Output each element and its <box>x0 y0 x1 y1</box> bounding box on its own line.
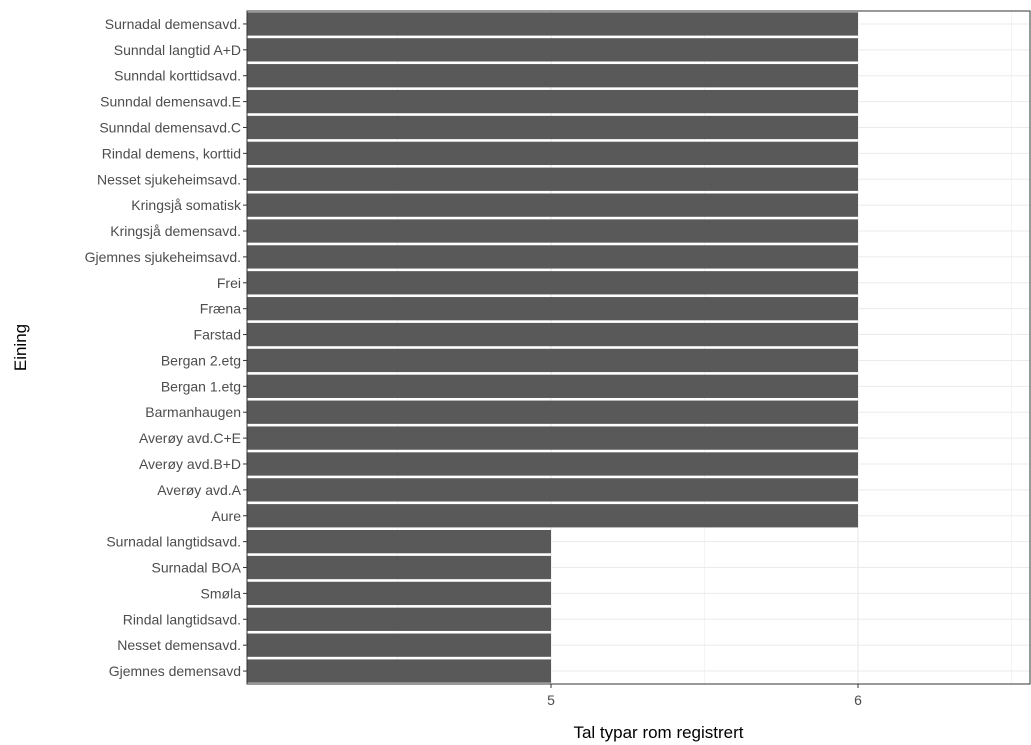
bar <box>247 426 858 450</box>
bar <box>247 219 858 243</box>
y-tick-label: Barmanhaugen <box>145 404 241 420</box>
bar <box>247 271 858 295</box>
y-axis-title: Eining <box>11 324 30 371</box>
y-tick-label: Nesset demensavd. <box>117 637 241 653</box>
bar <box>247 555 551 580</box>
y-tick-label: Rindal demens, korttid <box>102 145 241 161</box>
y-tick-label: Averøy avd.C+E <box>139 430 241 446</box>
y-tick-label: Sunndal langtid A+D <box>114 42 241 58</box>
bar <box>247 581 551 606</box>
bar <box>247 607 551 631</box>
y-tick-label: Aure <box>211 508 241 524</box>
bar <box>247 89 858 114</box>
bar <box>247 322 858 347</box>
bar <box>247 167 858 191</box>
x-tick-label: 6 <box>854 692 862 708</box>
bar <box>247 659 551 683</box>
bar <box>247 12 858 36</box>
bar <box>247 452 858 476</box>
y-tick-label: Sunndal demensavd.C <box>99 119 241 135</box>
y-tick-label: Smøla <box>201 585 242 601</box>
y-tick-label: Nesset sjukeheimsavd. <box>97 171 241 187</box>
y-tick-label: Surnadal demensavd. <box>105 16 241 32</box>
bar <box>247 38 858 62</box>
y-tick-label: Kringsjå demensavd. <box>110 223 241 239</box>
bar <box>247 245 858 269</box>
y-tick-label: Kringsjå somatisk <box>131 197 242 213</box>
y-tick-label: Frei <box>217 275 241 291</box>
bar <box>247 478 858 502</box>
y-tick-label: Farstad <box>194 327 241 343</box>
bar <box>247 633 551 657</box>
y-tick-label: Bergan 1.etg <box>161 378 241 394</box>
bar <box>247 115 858 140</box>
bar <box>247 504 858 528</box>
y-tick-label: Averøy avd.B+D <box>139 456 241 472</box>
x-axis-title: Tal typar rom registrert <box>573 723 743 742</box>
y-tick-label: Rindal langtidsavd. <box>123 611 241 627</box>
bar <box>247 400 858 424</box>
y-tick-label: Surnadal BOA <box>152 560 242 576</box>
y-tick-label: Surnadal langtidsavd. <box>106 534 241 550</box>
x-tick-label: 5 <box>547 692 555 708</box>
bar <box>247 64 858 88</box>
y-tick-label: Sunndal korttidsavd. <box>114 68 241 84</box>
y-axis-ticks: Surnadal demensavd. Sunndal langtid A+D Su… <box>85 16 247 679</box>
y-tick-label: Gjemnes demensavd <box>109 663 241 679</box>
y-tick-label: Bergan 2.etg <box>161 352 241 368</box>
y-tick-label: Gjemnes sjukeheimsavd. <box>85 249 241 265</box>
y-tick-label: Averøy avd.A <box>157 482 241 498</box>
bar <box>247 374 858 398</box>
panel-border <box>246 10 1031 685</box>
bar <box>247 141 858 166</box>
bar <box>247 529 551 554</box>
bar <box>247 193 858 217</box>
bar <box>247 297 858 321</box>
bar <box>247 348 858 373</box>
y-tick-label: Sunndal demensavd.E <box>100 94 241 110</box>
bars <box>247 12 858 683</box>
y-tick-label: Fræna <box>200 301 241 317</box>
